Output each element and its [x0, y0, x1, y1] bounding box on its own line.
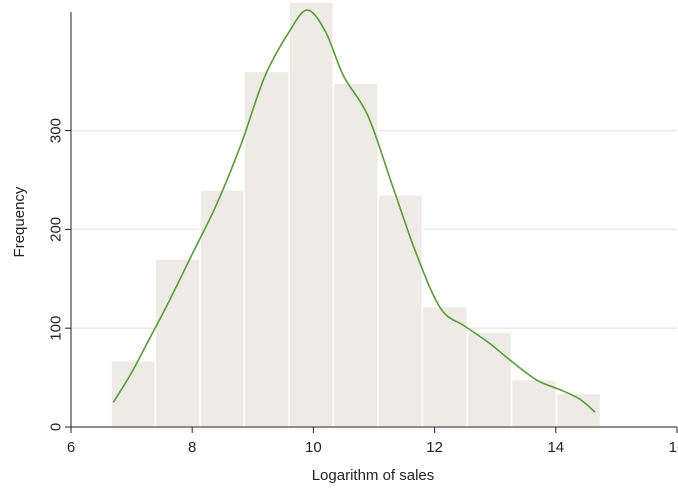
x-tick-label-10: 10 — [305, 439, 322, 456]
histogram-bar-7 — [378, 195, 422, 427]
x-tick-label-8: 8 — [188, 439, 196, 456]
y-axis-label: Frequency — [11, 186, 28, 257]
histogram-bar-8 — [422, 306, 467, 427]
y-tick-label-100: 100 — [48, 316, 65, 341]
histogram-bars — [111, 2, 601, 427]
x-tick-label-12: 12 — [426, 439, 443, 456]
histogram-bar-4 — [244, 71, 289, 427]
x-tick-label-6: 6 — [67, 439, 75, 456]
histogram-bar-6 — [333, 83, 378, 427]
x-axis-label: Logarithm of sales — [312, 467, 435, 484]
histogram-bar-9 — [467, 332, 511, 427]
x-tick-label-14: 14 — [547, 439, 564, 456]
x-tick-label-16: 16 — [669, 439, 678, 456]
histogram-bar-5 — [289, 2, 333, 427]
y-tick-label-200: 200 — [48, 217, 65, 242]
y-tick-label-0: 0 — [48, 423, 65, 431]
y-tick-label-300: 300 — [48, 118, 65, 143]
